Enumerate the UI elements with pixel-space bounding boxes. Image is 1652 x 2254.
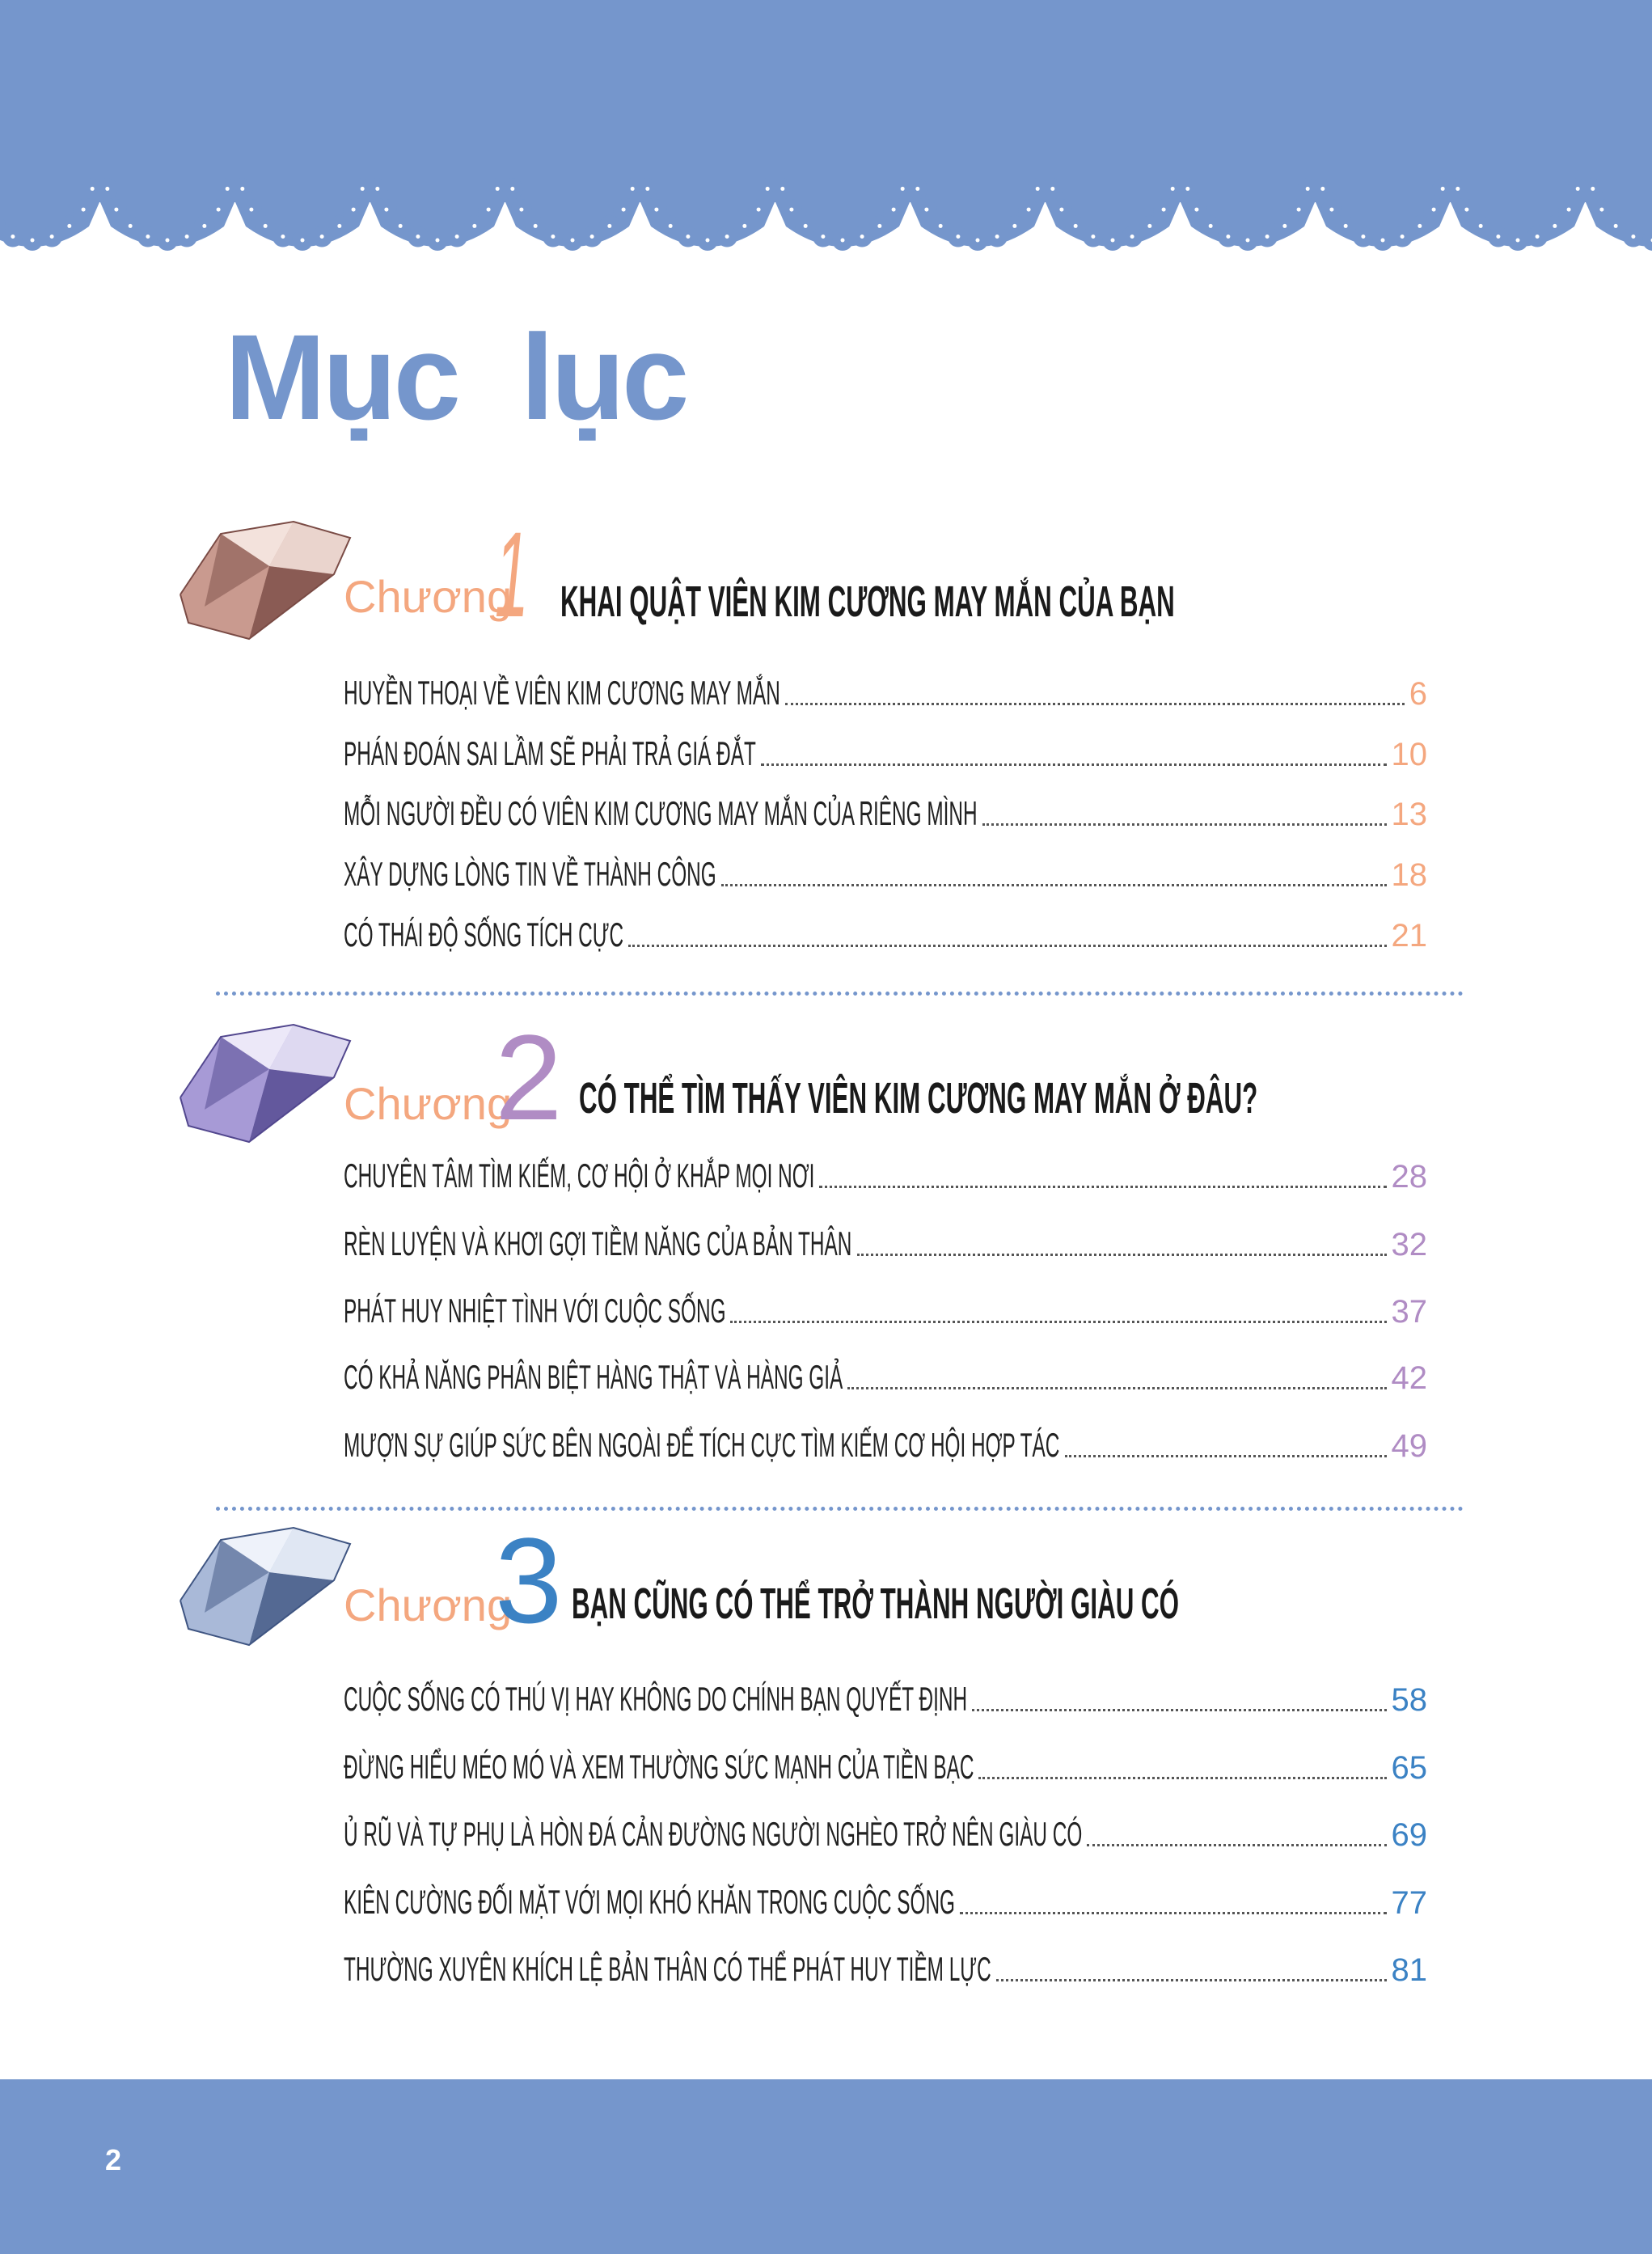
dot-leader: [995, 1979, 1387, 1981]
toc-entry[interactable]: MƯỢN SỰ GIÚP SỨC BÊN NGOÀI ĐỂ TÍCH CỰC T…: [344, 1422, 1428, 1464]
toc-entry-title: CÓ KHẢ NĂNG PHÂN BIỆT HÀNG THẬT VÀ HÀNG …: [344, 1358, 843, 1396]
dot-leader: [730, 1321, 1387, 1323]
dot-leader: [1064, 1455, 1387, 1457]
dot-leader: [972, 1709, 1387, 1711]
toc-entry-title: THƯỜNG XUYÊN KHÍCH LỆ BẢN THÂN CÓ THỂ PH…: [344, 1950, 991, 1988]
chapter-3-header: Chương 3 BẠN CŨNG CÓ THỂ TRỞ THÀNH NGƯỜI…: [0, 1520, 1652, 1653]
scalloped-header-band: [0, 0, 1652, 251]
chapter-title: BẠN CŨNG CÓ THỂ TRỞ THÀNH NGƯỜI GIÀU CÓ: [572, 1579, 1619, 1629]
blue-diamond-icon: [180, 1526, 352, 1647]
toc-entry-title: KIÊN CƯỜNG ĐỐI MẶT VỚI MỌI KHÓ KHĂN TRON…: [344, 1883, 956, 1921]
dot-leader: [1087, 1844, 1387, 1846]
toc-entry[interactable]: PHÁT HUY NHIỆT TÌNH VỚI CUỘC SỐNG 37: [344, 1288, 1428, 1330]
toc-entry-page: 49: [1391, 1428, 1428, 1464]
toc-entry[interactable]: CÓ THÁI ĐỘ SỐNG TÍCH CỰC 21: [344, 911, 1428, 954]
toc-entry-title: XÂY DỰNG LÒNG TIN VỀ THÀNH CÔNG: [344, 855, 716, 893]
toc-entry[interactable]: THƯỜNG XUYÊN KHÍCH LỆ BẢN THÂN CÓ THỂ PH…: [344, 1946, 1428, 1988]
toc-entry-page: 42: [1391, 1360, 1428, 1396]
chapter-title-text: CÓ THỂ TÌM THẤY VIÊN KIM CƯƠNG MAY MẮN Ở…: [579, 1074, 1258, 1123]
dot-leader: [978, 1777, 1387, 1779]
toc-entry-page: 32: [1391, 1227, 1428, 1262]
toc-entry[interactable]: XÂY DỰNG LÒNG TIN VỀ THÀNH CÔNG 18: [344, 851, 1428, 893]
chapter-title: KHAI QUẬT VIÊN KIM CƯƠNG MAY MẮN CỦA BẠN: [560, 577, 1620, 627]
chapter-number: 3: [495, 1512, 563, 1648]
toc-entry-title: HUYỀN THOẠI VỀ VIÊN KIM CƯƠNG MAY MẮN: [344, 674, 780, 712]
toc-entry-title: MƯỢN SỰ GIÚP SỨC BÊN NGOÀI ĐỂ TÍCH CỰC T…: [344, 1426, 1060, 1464]
toc-entry-page: 65: [1391, 1750, 1428, 1786]
toc-entry-page: 13: [1391, 797, 1428, 832]
toc-entry-page: 81: [1391, 1952, 1428, 1988]
dot-leader: [982, 823, 1387, 826]
toc-entry-title: CHUYÊN TÂM TÌM KIẾM, CƠ HỘI Ở KHẮP MỌI N…: [344, 1157, 815, 1195]
toc-entry[interactable]: RÈN LUYỆN VÀ KHƠI GỢI TIỀM NĂNG CỦA BẢN …: [344, 1220, 1428, 1262]
toc-entry-title: CUỘC SỐNG CÓ THÚ VỊ HAY KHÔNG DO CHÍNH B…: [344, 1680, 968, 1718]
toc-entry[interactable]: MỖI NGƯỜI ĐỀU CÓ VIÊN KIM CƯƠNG MAY MẮN …: [344, 790, 1427, 831]
toc-entry[interactable]: KIÊN CƯỜNG ĐỐI MẶT VỚI MỌI KHÓ KHĂN TRON…: [344, 1879, 1428, 1921]
chapter-1-header: Chương 1 KHAI QUẬT VIÊN KIM CƯƠNG MAY MẮ…: [0, 514, 1652, 647]
toc-entry-page: 6: [1409, 676, 1427, 712]
chapter-divider: [216, 992, 1464, 996]
toc-entry[interactable]: Ủ RŨ VÀ TỰ PHỤ LÀ HÒN ĐÁ CẢN ĐƯỜNG NGƯỜI…: [344, 1811, 1428, 1853]
toc-entry-page: 58: [1391, 1682, 1428, 1718]
dot-leader: [819, 1186, 1387, 1188]
chapter-divider: [216, 1507, 1464, 1511]
toc-entry-title: CÓ THÁI ĐỘ SỐNG TÍCH CỰC: [344, 916, 624, 954]
chapter-2-header: Chương 2 CÓ THỂ TÌM THẤY VIÊN KIM CƯƠNG …: [0, 1017, 1652, 1150]
dot-leader: [627, 945, 1387, 947]
toc-entry-page: 10: [1391, 737, 1428, 772]
purple-diamond-icon: [180, 1023, 352, 1144]
toc-entry-title: Ủ RŨ VÀ TỰ PHỤ LÀ HÒN ĐÁ CẢN ĐƯỜNG NGƯỜI…: [344, 1815, 1083, 1853]
dot-leader: [760, 763, 1387, 766]
dot-leader: [856, 1254, 1387, 1256]
dot-leader: [720, 884, 1387, 886]
page-title: Mục lục: [225, 309, 689, 445]
chapter-word: Chương: [344, 1078, 513, 1129]
toc-entry-title: MỖI NGƯỜI ĐỀU CÓ VIÊN KIM CƯƠNG MAY MẮN …: [344, 794, 978, 832]
toc-entry[interactable]: PHÁN ĐOÁN SAI LẦM SẼ PHẢI TRẢ GIÁ ĐẮT 10: [344, 730, 1428, 772]
chapter-number: 2: [495, 1009, 563, 1145]
toc-entry[interactable]: HUYỀN THOẠI VỀ VIÊN KIM CƯƠNG MAY MẮN 6: [344, 670, 1427, 712]
toc-entry-title: ĐỪNG HIỂU MÉO MÓ VÀ XEM THƯỜNG SỨC MẠNH …: [344, 1748, 974, 1786]
toc-entry-page: 77: [1391, 1885, 1428, 1921]
chapter-word: Chương: [344, 571, 513, 622]
toc-entry-page: 18: [1391, 857, 1428, 893]
toc-entry-page: 28: [1391, 1159, 1428, 1195]
footer-band: [0, 2079, 1652, 2254]
dot-leader: [960, 1912, 1387, 1914]
dot-leader: [847, 1387, 1387, 1389]
toc-entry-title: PHÁT HUY NHIỆT TÌNH VỚI CUỘC SỐNG: [344, 1292, 726, 1330]
toc-entry-page: 21: [1391, 918, 1428, 954]
dot-leader: [784, 703, 1405, 705]
chapter-title-text: KHAI QUẬT VIÊN KIM CƯƠNG MAY MẮN CỦA BẠN: [560, 577, 1175, 626]
chapter-number: 1: [495, 506, 529, 642]
toc-entry[interactable]: CÓ KHẢ NĂNG PHÂN BIỆT HÀNG THẬT VÀ HÀNG …: [344, 1354, 1428, 1396]
toc-entry-title: RÈN LUYỆN VÀ KHƠI GỢI TIỀM NĂNG CỦA BẢN …: [344, 1224, 852, 1262]
pink-diamond-icon: [180, 520, 352, 641]
toc-entry-page: 37: [1391, 1294, 1428, 1330]
toc-entry[interactable]: CUỘC SỐNG CÓ THÚ VỊ HAY KHÔNG DO CHÍNH B…: [344, 1676, 1428, 1718]
toc-entry[interactable]: ĐỪNG HIỂU MÉO MÓ VÀ XEM THƯỜNG SỨC MẠNH …: [344, 1744, 1428, 1786]
chapter-title: CÓ THỂ TÌM THẤY VIÊN KIM CƯƠNG MAY MẮN Ở…: [579, 1073, 1652, 1123]
toc-entry[interactable]: CHUYÊN TÂM TÌM KIẾM, CƠ HỘI Ở KHẮP MỌI N…: [344, 1152, 1428, 1195]
toc-entry-title: PHÁN ĐOÁN SAI LẦM SẼ PHẢI TRẢ GIÁ ĐẮT: [344, 734, 756, 772]
chapter-word: Chương: [344, 1579, 513, 1630]
toc-entry-page: 69: [1391, 1817, 1428, 1853]
page-number: 2: [105, 2143, 122, 2176]
chapter-title-text: BẠN CŨNG CÓ THỂ TRỞ THÀNH NGƯỜI GIÀU CÓ: [572, 1579, 1180, 1628]
